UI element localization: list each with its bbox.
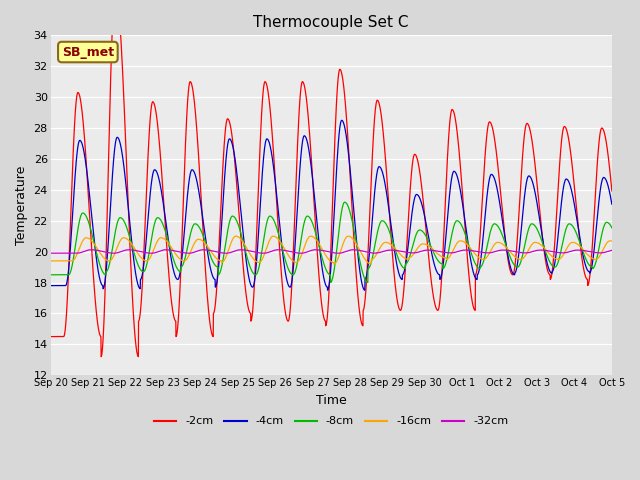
Y-axis label: Temperature: Temperature xyxy=(15,166,28,245)
X-axis label: Time: Time xyxy=(316,394,347,407)
Title: Thermocouple Set C: Thermocouple Set C xyxy=(253,15,409,30)
Text: SB_met: SB_met xyxy=(62,46,114,59)
Legend: -2cm, -4cm, -8cm, -16cm, -32cm: -2cm, -4cm, -8cm, -16cm, -32cm xyxy=(150,412,513,431)
